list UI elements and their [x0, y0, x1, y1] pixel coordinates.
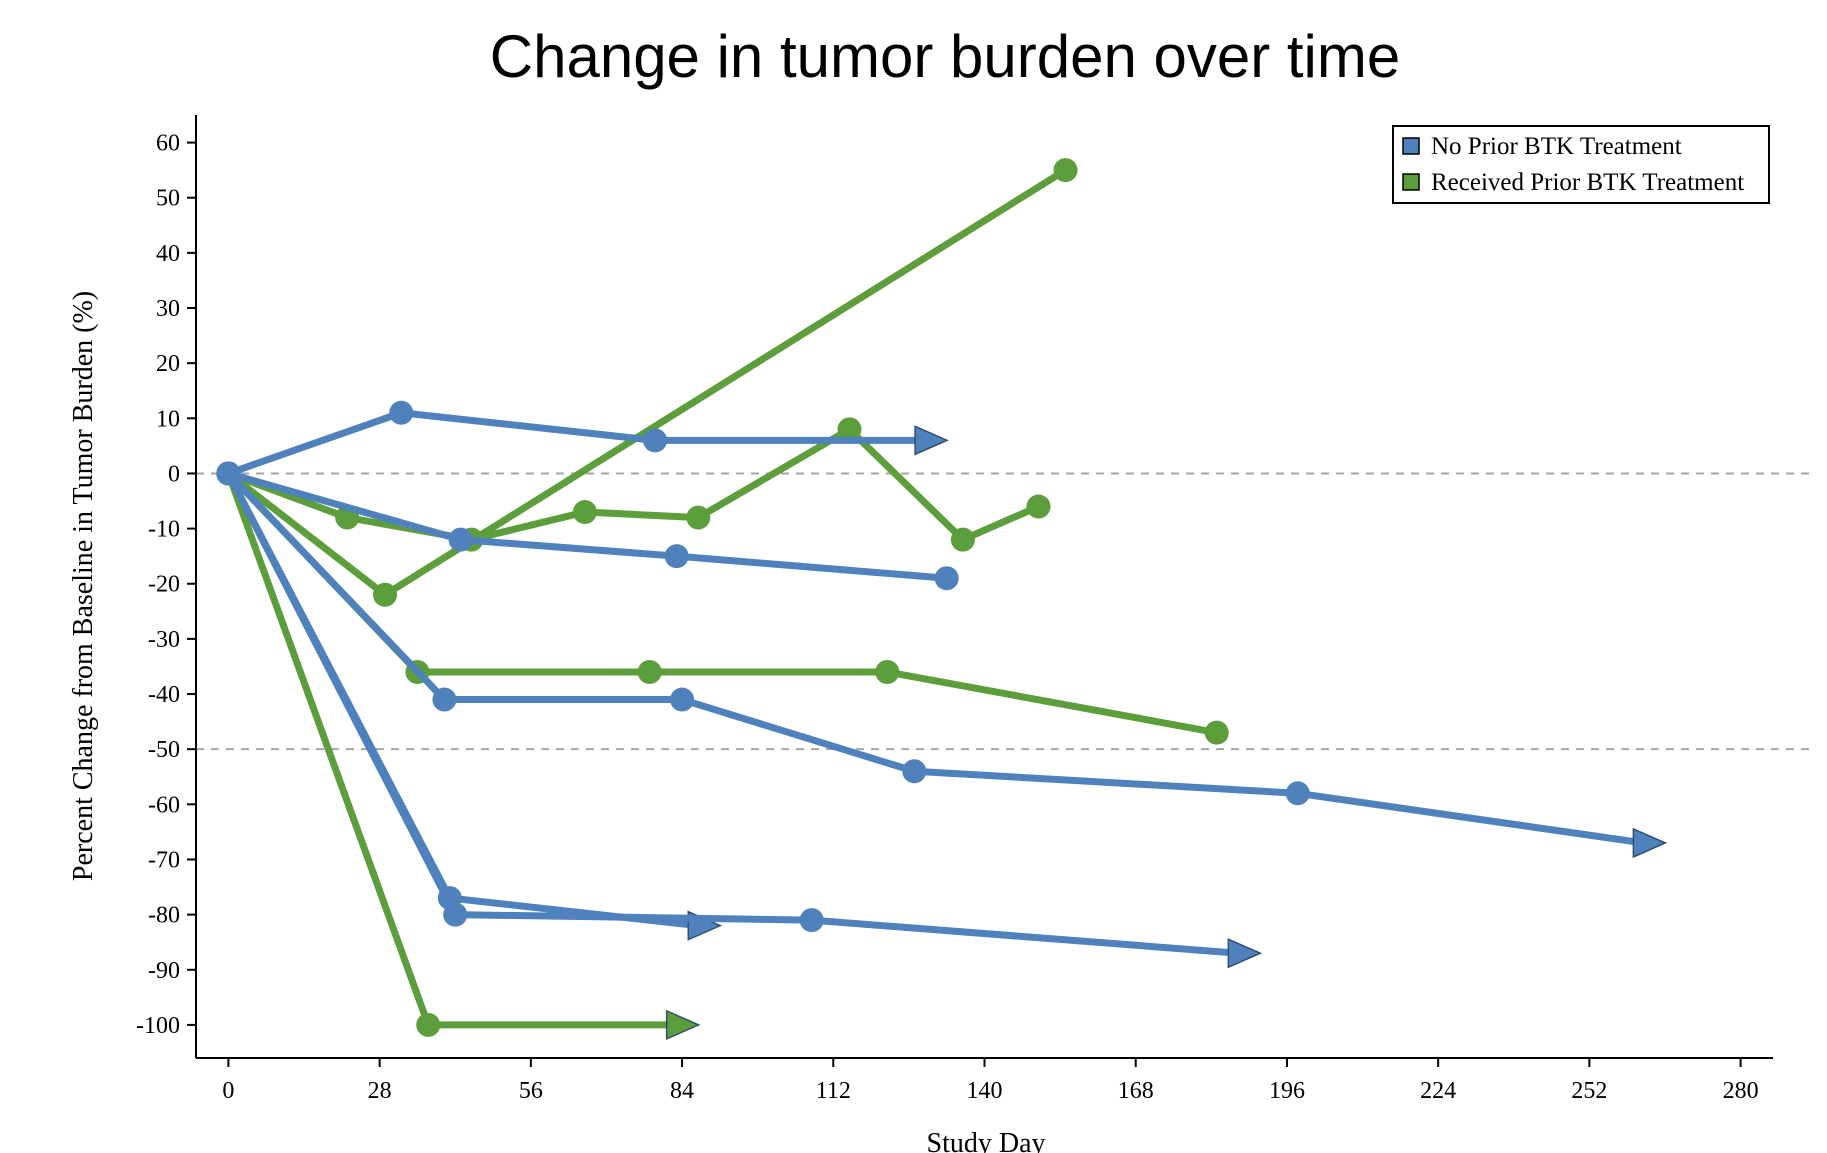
data-point: [1285, 781, 1310, 806]
y-tick-label: -60: [148, 792, 180, 818]
ongoing-arrow-marker: [914, 425, 949, 456]
y-tick-label: 30: [156, 296, 180, 322]
chart-title: Change in tumor burden over time: [489, 23, 1401, 90]
x-tick-label: 224: [1420, 1078, 1456, 1104]
x-tick-label: 28: [368, 1078, 392, 1104]
series-no-prior-btk: [216, 400, 1668, 969]
data-point: [643, 428, 668, 453]
data-point: [664, 544, 689, 569]
patient-line: [224, 469, 1647, 847]
y-tick-label: -20: [148, 572, 180, 598]
data-point: [686, 505, 711, 530]
x-ticks: 0 28 56 84 112 140 168 196 224 252 280: [222, 1058, 1759, 1104]
legend-swatch-prior-btk: [1402, 173, 1420, 191]
data-point: [875, 659, 900, 684]
axes: [195, 115, 1773, 1059]
y-ticks: 60 50 40 30 20 10 0 -10 -20 -30 -40 -50 -60 -70 -80 -90…: [136, 131, 196, 1039]
x-tick-label: 140: [967, 1078, 1003, 1104]
series-prior-btk: [216, 158, 1229, 1041]
y-tick-label: 40: [156, 241, 180, 267]
x-tick-label: 168: [1118, 1078, 1154, 1104]
data-point: [670, 687, 695, 712]
patient-line: [224, 425, 1043, 544]
legend-label-prior-btk: Received Prior BTK Treatment: [1431, 169, 1744, 196]
x-tick-label: 196: [1269, 1078, 1305, 1104]
data-point: [416, 1012, 441, 1037]
data-point: [216, 461, 241, 486]
data-point: [902, 759, 927, 784]
x-tick-label: 252: [1571, 1078, 1607, 1104]
data-point: [443, 902, 468, 927]
legend-swatch-no-prior-btk: [1402, 137, 1420, 155]
data-point: [934, 566, 959, 591]
data-point: [572, 500, 597, 525]
legend-box: [1392, 125, 1770, 204]
x-tick-label: 0: [222, 1078, 234, 1104]
data-point: [637, 659, 662, 684]
y-tick-label: -30: [148, 627, 180, 653]
x-axis-title: Study Day: [927, 1128, 1046, 1153]
y-tick-label: -70: [148, 847, 180, 873]
y-axis-title: Percent Change from Baseline in Tumor Bu…: [68, 291, 99, 881]
y-tick-label: -100: [136, 1013, 180, 1039]
y-tick-label: 20: [156, 351, 180, 377]
y-tick-label: -50: [148, 737, 180, 763]
data-point: [448, 527, 473, 552]
data-point: [373, 582, 398, 607]
data-point: [1053, 158, 1078, 183]
ongoing-arrow-marker: [1632, 827, 1668, 859]
y-tick-label: 10: [156, 406, 180, 432]
y-tick-label: -90: [148, 958, 180, 984]
ongoing-arrow-marker: [665, 1009, 701, 1041]
patient-line: [224, 469, 1242, 957]
patient-line: [224, 409, 929, 477]
y-tick-label: 0: [168, 461, 180, 487]
x-tick-label: 56: [519, 1078, 543, 1104]
data-point: [950, 527, 975, 552]
y-tick-label: -40: [148, 682, 180, 708]
ongoing-arrow-marker: [1227, 938, 1263, 969]
x-tick-label: 112: [816, 1078, 851, 1104]
data-point: [1204, 720, 1229, 745]
y-tick-label: 60: [156, 131, 180, 157]
data-point: [837, 417, 862, 442]
y-tick-label: -10: [148, 517, 180, 543]
legend: No Prior BTK Treatment Received Prior BT…: [1392, 125, 1770, 204]
legend-label-no-prior-btk: No Prior BTK Treatment: [1431, 133, 1682, 160]
data-point: [389, 400, 414, 425]
patient-line: [224, 166, 1070, 599]
y-tick-label: -80: [148, 903, 180, 929]
data-point: [1026, 494, 1051, 519]
x-tick-label: 84: [670, 1078, 694, 1104]
data-point: [432, 687, 457, 712]
x-tick-label: 280: [1723, 1078, 1759, 1104]
data-point: [799, 908, 824, 933]
patient-line: [224, 469, 951, 582]
series-layer: [216, 158, 1668, 1041]
y-tick-label: 50: [156, 186, 180, 212]
